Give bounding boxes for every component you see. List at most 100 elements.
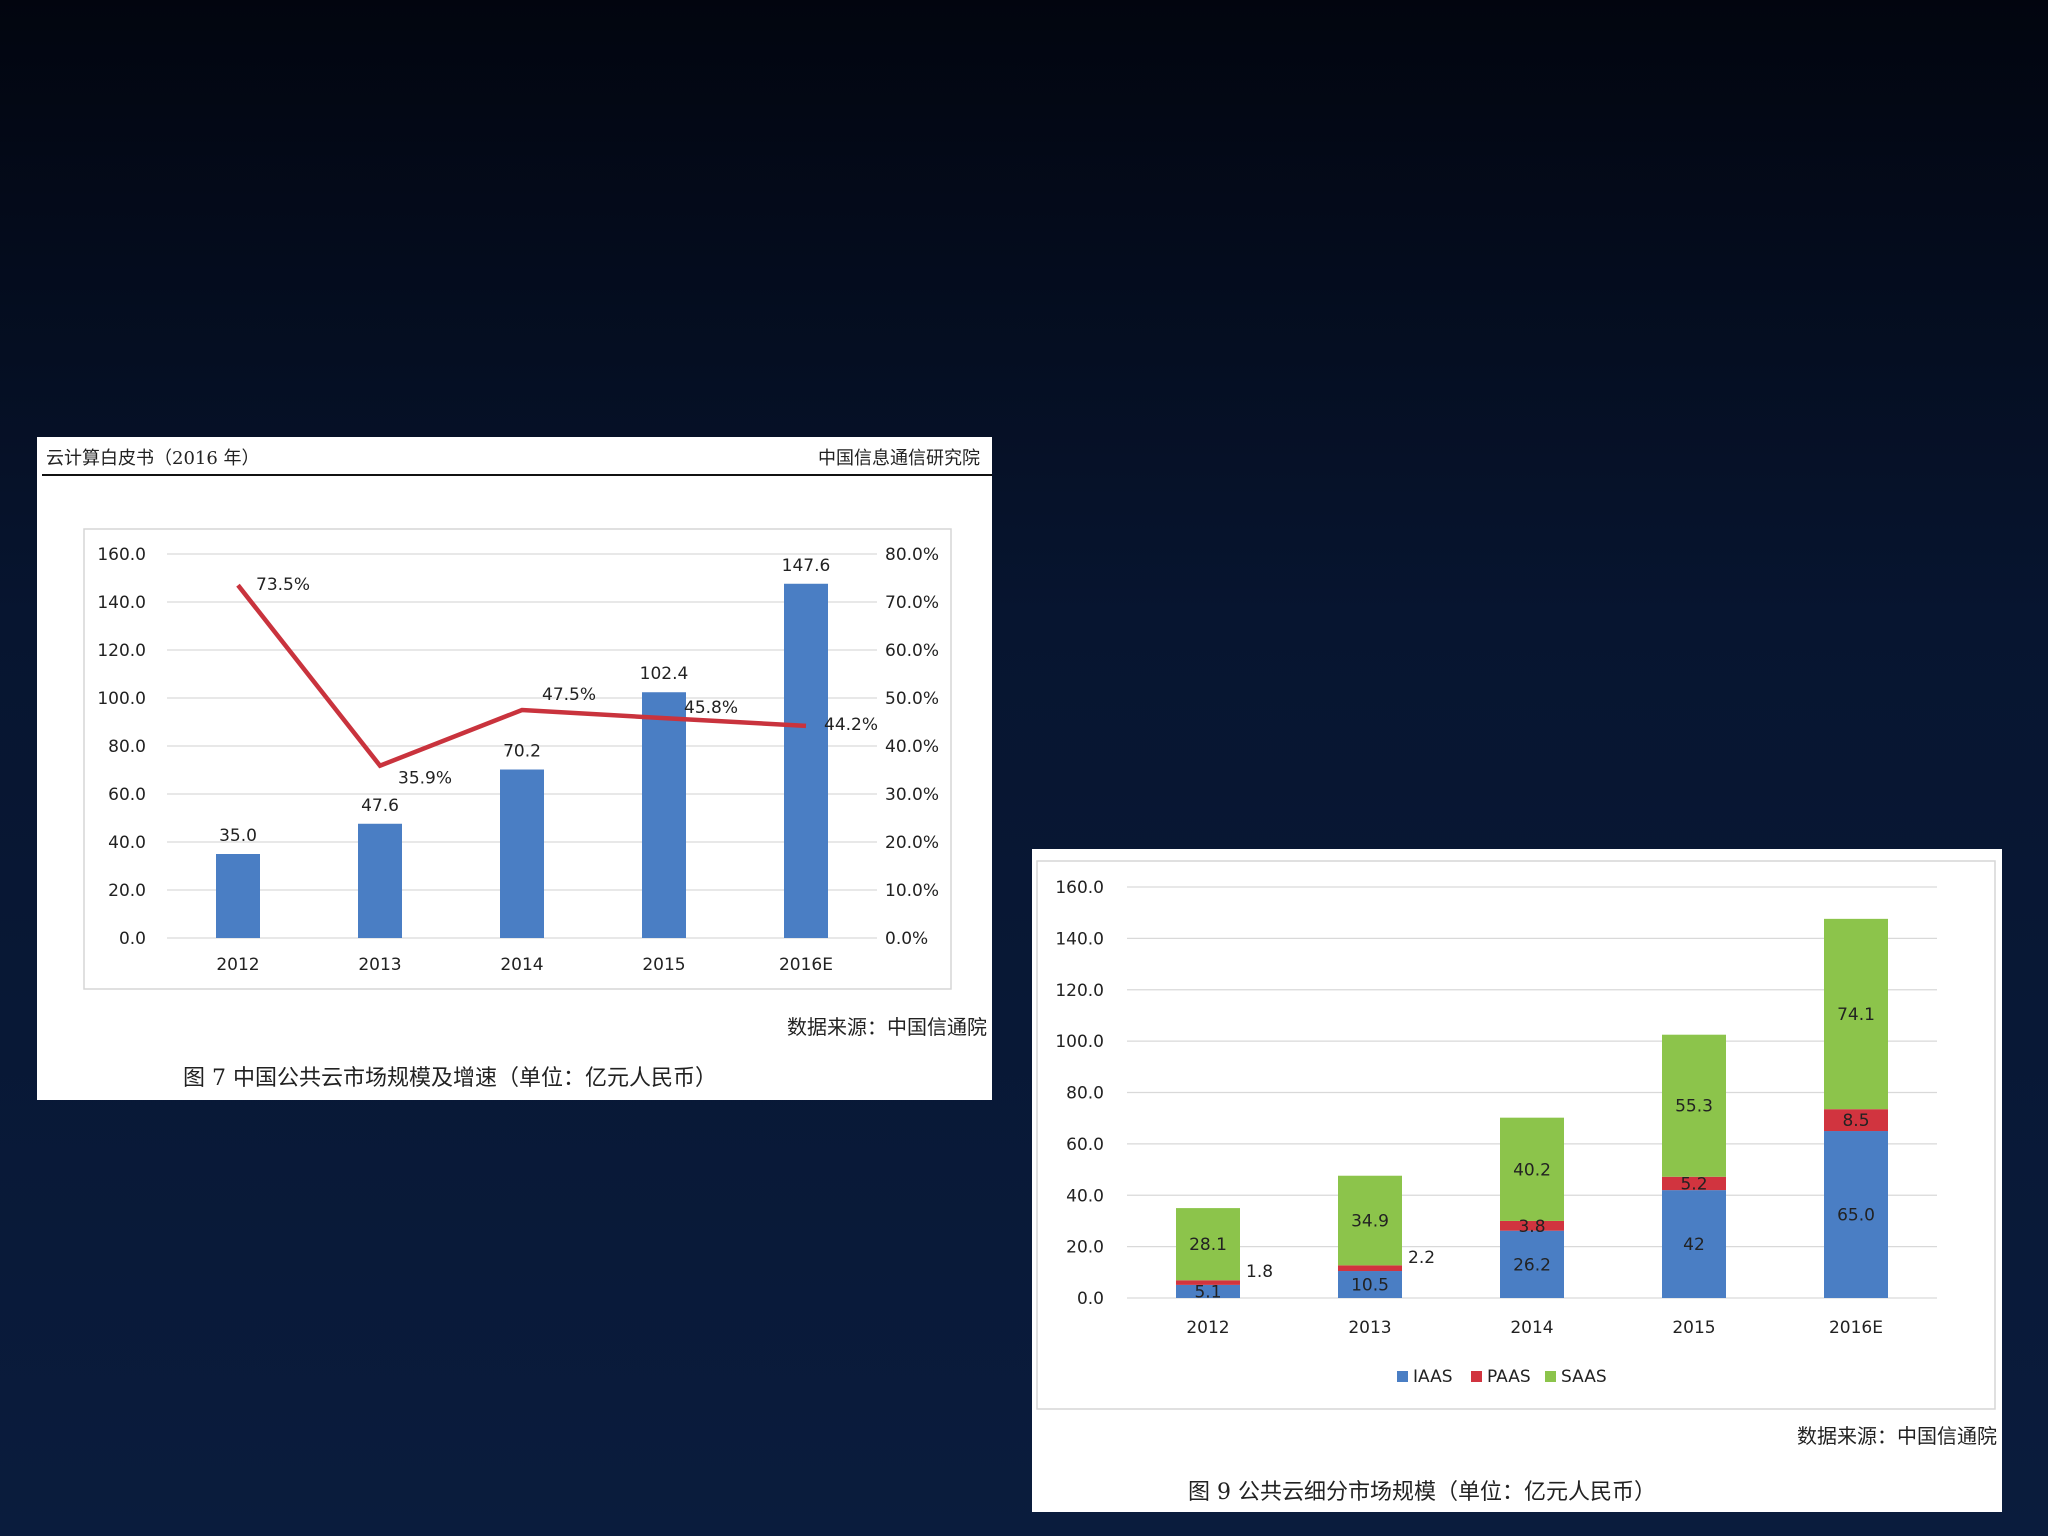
y-tick-label: 60.0 [108,785,146,805]
y-tick-label: 160.0 [97,545,146,565]
x-tick-label: 2012 [1186,1318,1229,1338]
y-tick-label: 0.0 [119,929,146,949]
y-tick-label: 60.0 [1066,1135,1104,1155]
x-tick-label: 2015 [1672,1318,1715,1338]
x-tick-label: 2012 [216,955,259,975]
x-tick-label: 2013 [1348,1318,1391,1338]
segment-value-label: 65.0 [1837,1206,1875,1226]
stacked-bar-segment [1662,1034,1726,1177]
segment-value-label: 74.1 [1837,1005,1875,1025]
segment-value-label: 2.2 [1408,1248,1435,1268]
segment-value-label: 40.2 [1513,1160,1551,1180]
growth-line [236,583,807,769]
bar-value-label: 70.2 [503,742,541,762]
y2-tick-label: 30.0% [885,785,939,805]
stacked-bar-segment [1500,1230,1564,1298]
x-tick-label: 2014 [1510,1318,1553,1338]
segment-value-label: 10.5 [1351,1276,1389,1296]
stacked-bar-segment [1824,1131,1888,1298]
stacked-bar-segment [1824,1109,1888,1132]
segment-value-label: 5.2 [1680,1174,1707,1194]
y-tick-label: 100.0 [97,689,146,709]
bar [358,823,402,938]
stacked-bar-segment [1176,1280,1240,1285]
y-tick-label: 40.0 [108,833,146,853]
figure-caption: 图 7 中国公共云市场规模及增速（单位：亿元人民币） [183,1066,717,1091]
y2-tick-label: 70.0% [885,593,939,613]
growth-rate-label: 44.2% [824,715,878,735]
legend-label: PAAS [1487,1367,1531,1387]
chart-frame [83,528,952,990]
x-tick-label: 2014 [500,955,543,975]
bar-value-label: 35.0 [219,826,257,846]
stacked-bar-segment [1662,1190,1726,1298]
y-tick-label: 0.0 [1077,1289,1104,1309]
y2-tick-label: 40.0% [885,737,939,757]
bar-value-label: 47.6 [361,796,399,816]
segment-value-label: 28.1 [1189,1235,1227,1255]
growth-rate-label: 47.5% [542,685,596,705]
x-tick-label: 2016E [1829,1318,1883,1338]
stacked-bar-segment [1176,1208,1240,1281]
bar [216,854,260,938]
segment-value-label: 55.3 [1675,1097,1713,1117]
chart-frame [1036,860,1996,1410]
y-tick-label: 100.0 [1055,1032,1104,1052]
growth-rate-label: 45.8% [684,698,738,718]
y-tick-label: 160.0 [1055,878,1104,898]
y2-tick-label: 50.0% [885,689,939,709]
legend-swatch [1397,1371,1408,1382]
stacked-bar-segment [1338,1271,1402,1298]
bar-value-label: 147.6 [782,556,831,576]
y-tick-label: 140.0 [97,593,146,613]
source-note: 数据来源：中国信通院 [787,1015,987,1039]
figure-7-panel: 云计算白皮书（2016 年） 中国信息通信研究院 0.0 20.0 40.0 60.0… [37,437,992,1100]
segment-value-label: 34.9 [1351,1212,1389,1232]
segment-value-label: 3.8 [1518,1217,1545,1237]
y2-tick-label: 0.0% [885,929,928,949]
stacked-bar-segment [1338,1175,1402,1266]
bar [784,583,828,938]
y2-tick-label: 10.0% [885,881,939,901]
document-header-right: 中国信息通信研究院 [818,448,980,469]
figure-caption: 图 9 公共云细分市场规模（单位：亿元人民币） [1188,1480,1656,1505]
bar [500,769,544,938]
y-tick-label: 120.0 [97,641,146,661]
segment-value-label: 5.1 [1194,1282,1221,1302]
segment-value-label: 1.8 [1246,1262,1273,1282]
stacked-bar-segment [1500,1220,1564,1231]
y-tick-label: 20.0 [1066,1238,1104,1258]
legend-label: SAAS [1561,1367,1607,1387]
stacked-bar-segment [1500,1117,1564,1221]
legend-swatch [1471,1371,1482,1382]
growth-rate-label: 35.9% [398,769,452,789]
x-tick-label: 2015 [642,955,685,975]
stacked-bar-segment [1662,1176,1726,1191]
y-tick-label: 40.0 [1066,1186,1104,1206]
y2-tick-label: 60.0% [885,641,939,661]
stacked-bar-segment [1824,918,1888,1110]
y-tick-label: 80.0 [108,737,146,757]
y-tick-label: 20.0 [108,881,146,901]
x-tick-label: 2016E [779,955,833,975]
combo-chart: 云计算白皮书（2016 年） 中国信息通信研究院 0.0 20.0 40.0 60.0… [42,448,992,1091]
legend-label: IAAS [1413,1367,1453,1387]
segment-value-label: 26.2 [1513,1255,1551,1275]
y2-tick-label: 20.0% [885,833,939,853]
legend-swatch [1545,1371,1556,1382]
source-note: 数据来源：中国信通院 [1797,1424,1997,1448]
x-tick-label: 2013 [358,955,401,975]
segment-value-label: 42 [1683,1235,1705,1255]
y-tick-label: 140.0 [1055,929,1104,949]
growth-rate-label: 73.5% [256,575,310,595]
bar [642,692,686,938]
y-tick-label: 120.0 [1055,981,1104,1001]
stacked-bar-chart: 0.0 20.0 40.0 60.0 80.0 100.0 120.0 140.0 160.0 2… [1036,860,1997,1505]
stacked-bar-segment [1338,1265,1402,1272]
y2-tick-label: 80.0% [885,545,939,565]
stacked-bar-segment [1176,1284,1240,1298]
segment-value-label: 8.5 [1842,1111,1869,1131]
y-tick-label: 80.0 [1066,1084,1104,1104]
bar-value-label: 102.4 [640,664,689,684]
document-header-left: 云计算白皮书（2016 年） [46,448,260,469]
